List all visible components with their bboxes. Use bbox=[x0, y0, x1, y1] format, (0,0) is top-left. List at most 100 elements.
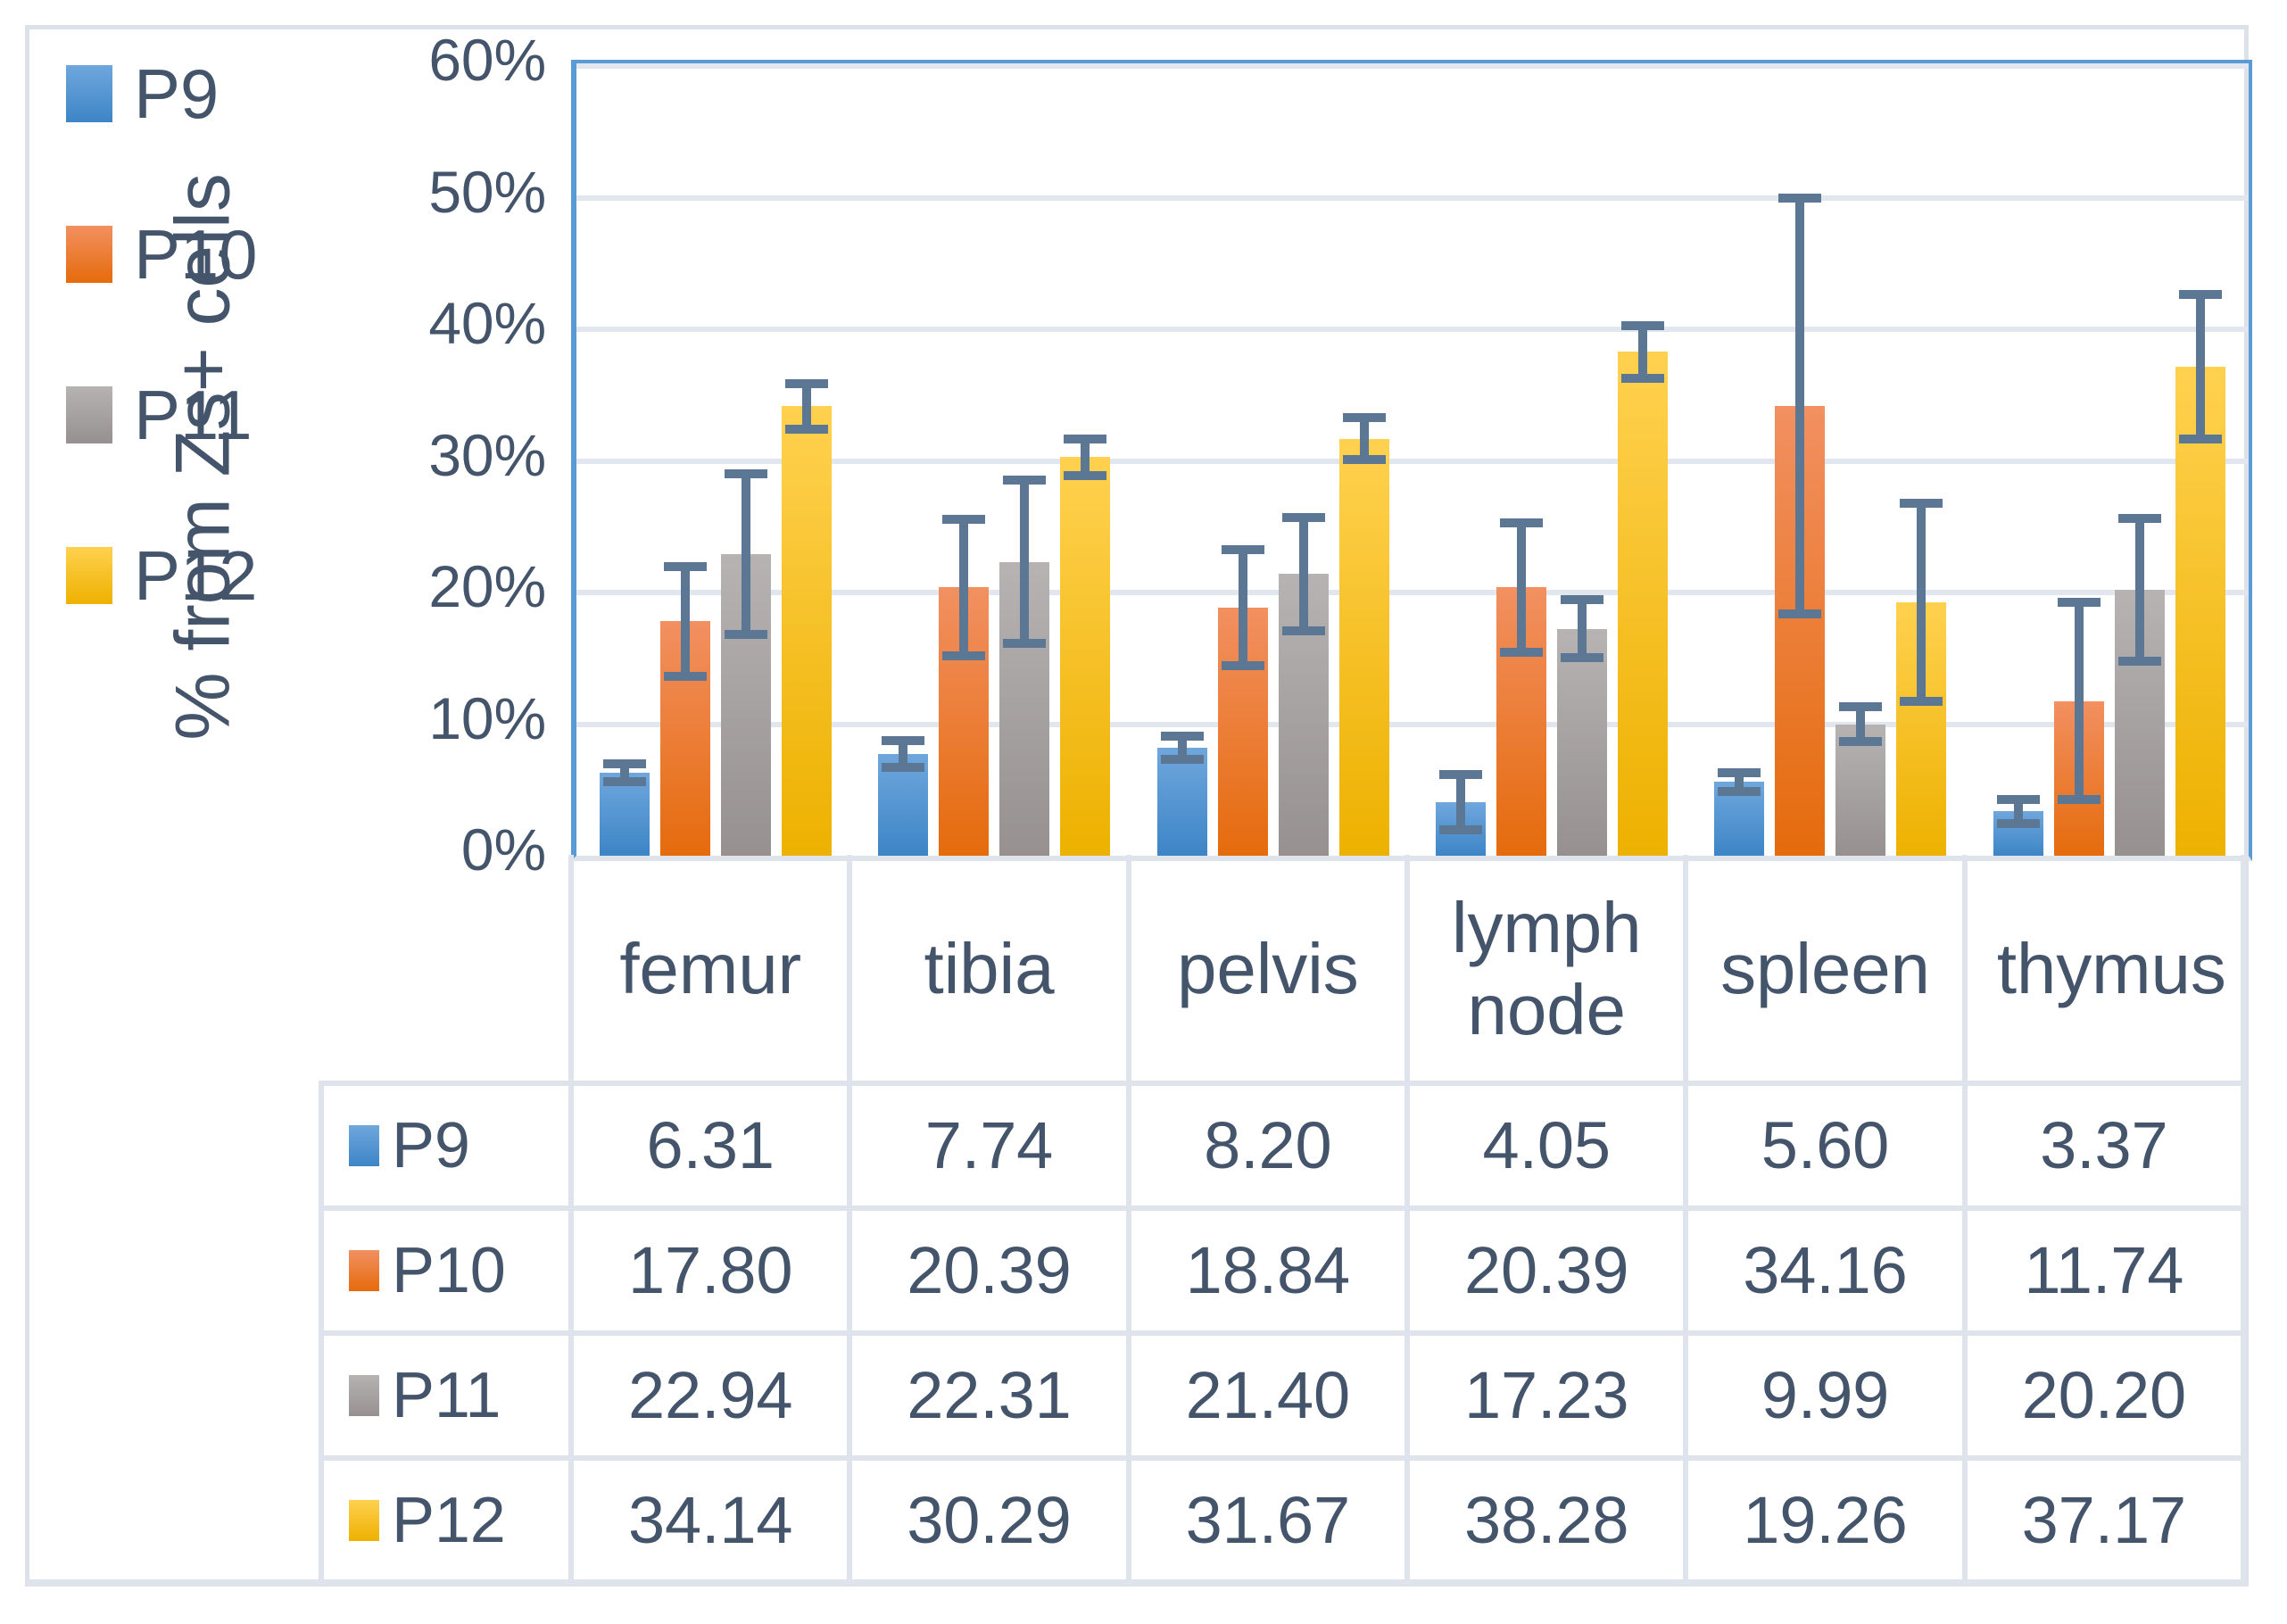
legend-swatch-p12 bbox=[66, 547, 112, 604]
legend-item-p11: P11 bbox=[66, 373, 257, 457]
table-value-p12-femur: 34.14 bbox=[627, 1483, 793, 1557]
table-value-p12-thymus: 37.17 bbox=[2021, 1483, 2187, 1557]
bar-group-spleen bbox=[1691, 66, 1969, 856]
error-cap-top bbox=[2178, 289, 2222, 299]
table-value-p9-pelvis: 8.20 bbox=[1204, 1108, 1332, 1182]
table-value-p10-lymph-node: 20.39 bbox=[1463, 1233, 1629, 1307]
legend-swatch-p11 bbox=[66, 386, 112, 443]
error-cap-top bbox=[1900, 499, 1943, 509]
legend-label: P9 bbox=[134, 54, 220, 133]
error-cap-bottom bbox=[1439, 825, 1482, 835]
table-grid-line bbox=[319, 1081, 324, 1579]
y-tick-label-10: 10% bbox=[428, 684, 546, 751]
row-key-label: P11 bbox=[392, 1359, 501, 1431]
legend-label: P11 bbox=[134, 376, 253, 454]
legend-label: P10 bbox=[134, 215, 258, 294]
bar-group-femur bbox=[576, 66, 855, 856]
error-cap-bottom bbox=[1621, 373, 1664, 383]
error-bar-p12-tibia bbox=[1081, 438, 1090, 476]
bar-group-tibia bbox=[855, 66, 1133, 856]
gridline-60 bbox=[576, 63, 2249, 69]
y-tick-label-30: 30% bbox=[428, 421, 546, 488]
error-cap-bottom bbox=[725, 629, 767, 639]
error-bar-p12-femur bbox=[802, 384, 811, 429]
legend-swatch-p9 bbox=[66, 65, 112, 122]
row-key-swatch-p12 bbox=[349, 1499, 379, 1541]
y-tick-label-0: 0% bbox=[460, 816, 546, 882]
table-value-p10-pelvis: 18.84 bbox=[1185, 1233, 1351, 1307]
error-bar-p11-pelvis bbox=[1298, 517, 1308, 631]
error-cap-top bbox=[942, 514, 986, 524]
table-grid-line bbox=[319, 1206, 2247, 1211]
category-header-pelvis: pelvis bbox=[1177, 929, 1359, 1008]
table-value-p9-thymus: 3.37 bbox=[2040, 1108, 2168, 1182]
y-axis-title: % from Zs+ cells bbox=[160, 173, 246, 741]
table-grid-line bbox=[1125, 855, 1131, 1582]
error-cap-top bbox=[1342, 413, 1386, 423]
row-header-p12: P12 bbox=[319, 1458, 571, 1582]
table-grid-line bbox=[25, 1579, 2247, 1585]
error-bar-p10-femur bbox=[681, 566, 690, 677]
error-cap-bottom bbox=[1221, 661, 1264, 671]
category-header-lymph-node: lymph node bbox=[1451, 888, 1642, 1049]
error-cap-bottom bbox=[2178, 434, 2222, 443]
bar-p11-lymph-node bbox=[1557, 628, 1607, 856]
error-cap-top bbox=[2057, 598, 2101, 608]
error-cap-bottom bbox=[1839, 736, 1883, 746]
error-cap-bottom bbox=[1500, 647, 1543, 657]
error-bar-p10-thymus bbox=[2074, 602, 2084, 800]
bar-p12-tibia bbox=[1060, 457, 1111, 856]
table-grid-line bbox=[2241, 855, 2246, 1582]
error-cap-bottom bbox=[2057, 795, 2101, 805]
table-value-p9-spleen: 5.60 bbox=[1761, 1108, 1890, 1182]
error-cap-top bbox=[1439, 770, 1482, 780]
table-grid-line bbox=[1683, 855, 1689, 1582]
table-value-p11-lymph-node: 17.23 bbox=[1463, 1358, 1629, 1432]
gridline-10 bbox=[576, 721, 2249, 727]
error-cap-bottom bbox=[1778, 609, 1822, 619]
y-tick-label-60: 60% bbox=[428, 27, 546, 93]
bar-p12-thymus bbox=[2175, 366, 2225, 856]
bar-group-pelvis bbox=[1134, 66, 1413, 856]
error-bar-p10-lymph-node bbox=[1517, 522, 1526, 652]
error-cap-top bbox=[785, 379, 828, 389]
error-cap-top bbox=[1718, 768, 1761, 778]
error-cap-top bbox=[1778, 194, 1822, 203]
error-bar-p9-tibia bbox=[899, 741, 908, 767]
error-bar-p11-thymus bbox=[2134, 518, 2144, 661]
table-value-p12-tibia: 30.29 bbox=[907, 1483, 1072, 1557]
table-value-p11-femur: 22.94 bbox=[627, 1358, 793, 1432]
table-value-p10-femur: 17.80 bbox=[627, 1233, 793, 1307]
table-value-p11-spleen: 9.99 bbox=[1761, 1358, 1890, 1432]
y-tick-label-40: 40% bbox=[428, 290, 546, 356]
legend-item-p9: P9 bbox=[66, 52, 257, 136]
table-grid-line bbox=[847, 855, 853, 1582]
table-value-p10-tibia: 20.39 bbox=[907, 1233, 1072, 1307]
error-cap-bottom bbox=[603, 777, 646, 787]
row-header-p11: P11 bbox=[319, 1333, 571, 1457]
gridline-40 bbox=[576, 327, 2249, 332]
error-cap-bottom bbox=[882, 762, 925, 772]
category-header-femur: femur bbox=[619, 929, 802, 1008]
error-cap-bottom bbox=[1281, 626, 1325, 635]
bar-group-lymph-node bbox=[1413, 66, 1691, 856]
error-bar-p9-spleen bbox=[1735, 773, 1744, 791]
bar-p12-femur bbox=[782, 406, 832, 856]
y-tick-label-50: 50% bbox=[428, 158, 546, 225]
error-bar-p10-pelvis bbox=[1238, 550, 1247, 667]
error-cap-top bbox=[1281, 512, 1325, 522]
row-header-p9: P9 bbox=[319, 1083, 571, 1207]
row-key-swatch-p11 bbox=[349, 1374, 379, 1416]
error-cap-top bbox=[725, 468, 767, 478]
table-value-p12-spleen: 19.26 bbox=[1743, 1483, 1908, 1557]
y-tick-label-20: 20% bbox=[428, 553, 546, 619]
table-value-p12-pelvis: 31.67 bbox=[1185, 1483, 1351, 1557]
error-bar-p10-spleen bbox=[1795, 198, 1805, 615]
table-grid-line bbox=[568, 855, 574, 1582]
gridline-30 bbox=[576, 458, 2249, 464]
error-cap-top bbox=[1839, 702, 1883, 712]
table-value-p9-lymph-node: 4.05 bbox=[1482, 1108, 1611, 1182]
error-bar-p12-lymph-node bbox=[1638, 325, 1647, 378]
category-header-spleen: spleen bbox=[1720, 929, 1930, 1008]
